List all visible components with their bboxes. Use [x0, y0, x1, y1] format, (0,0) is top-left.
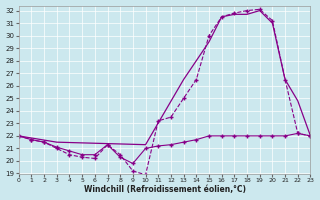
X-axis label: Windchill (Refroidissement éolien,°C): Windchill (Refroidissement éolien,°C)	[84, 185, 245, 194]
